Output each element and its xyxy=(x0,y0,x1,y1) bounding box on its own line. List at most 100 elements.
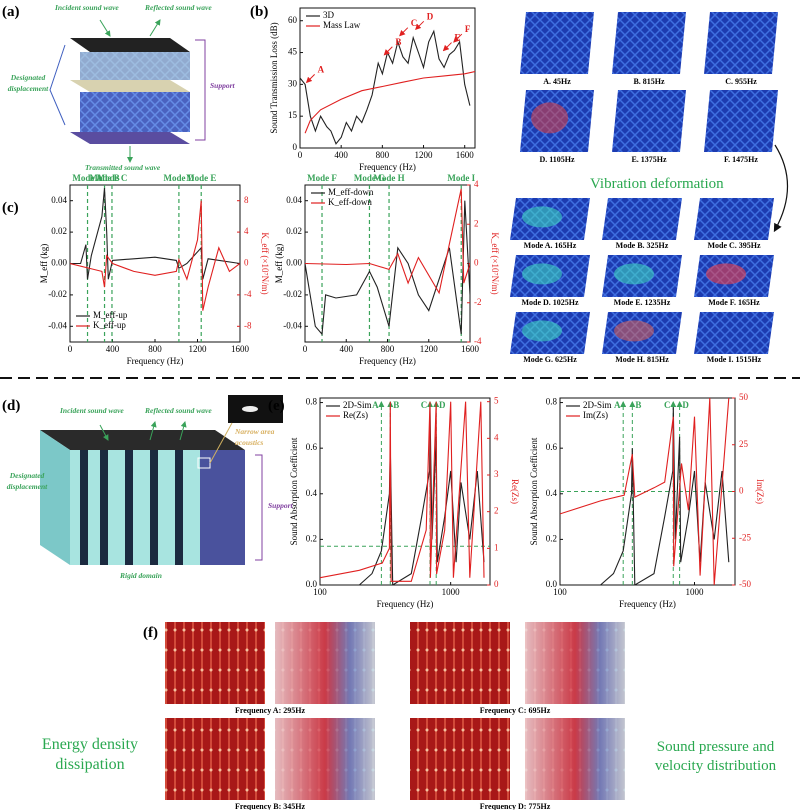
x-tick-label: 400 xyxy=(106,344,120,354)
image-bg xyxy=(410,718,510,800)
simulation-image xyxy=(612,90,686,152)
panel-label: (d) xyxy=(2,398,21,414)
y2-tick-label: -25 xyxy=(739,532,751,542)
y-tick-label: 15 xyxy=(288,110,298,120)
image-caption: Frequency C: 695Hz xyxy=(479,706,551,715)
y-tick-label: 0.4 xyxy=(546,488,558,498)
annotation: Support xyxy=(210,81,235,90)
image-caption: Frequency A: 295Hz xyxy=(234,706,306,715)
annotation-label: D xyxy=(427,11,434,21)
marker-label: C xyxy=(664,400,671,410)
series-group xyxy=(305,188,470,336)
y2-tick-label: 4 xyxy=(494,432,499,442)
legend-label: 2D-Sim xyxy=(343,400,372,410)
panel-label: (b) xyxy=(250,4,269,20)
legend-label: K_eff-down xyxy=(328,197,372,207)
series-line xyxy=(560,398,730,585)
series-line xyxy=(70,188,240,280)
image-caption: Frequency D: 775Hz xyxy=(479,802,551,810)
annotation-label: C xyxy=(411,18,418,28)
panel-label: (f) xyxy=(143,625,158,641)
image-caption: Mode F. 165Hz xyxy=(708,298,760,307)
y-axis-label: Sound Absorption Coefficient xyxy=(289,437,299,545)
mode-label: Mode D xyxy=(164,173,195,183)
y-tick-label: 45 xyxy=(288,47,298,57)
panel-label: (c) xyxy=(2,200,19,216)
image-bg xyxy=(165,718,265,800)
y-tick-label: 0.0 xyxy=(306,579,318,589)
series-line xyxy=(305,200,470,336)
x-axis-label: Frequency (Hz) xyxy=(127,356,184,366)
x-tick-label: 1600 xyxy=(231,344,250,354)
image-caption: Mode B. 325Hz xyxy=(615,241,669,250)
lattice-stack xyxy=(49,19,206,163)
y-tick-label: 0.8 xyxy=(306,397,318,407)
legend-label: Mass Law xyxy=(323,20,361,30)
series-line xyxy=(305,188,470,295)
series-group xyxy=(560,398,730,585)
y2-tick-label: 0 xyxy=(739,486,744,496)
y-axis-label: M_eff (kg) xyxy=(39,244,49,284)
simulation-image xyxy=(275,718,375,800)
image-bg xyxy=(612,12,686,74)
series-group xyxy=(320,401,485,585)
y-tick-label: 0.00 xyxy=(51,258,67,268)
x-tick-label: 1600 xyxy=(461,344,480,354)
image-caption: D. 1105Hz xyxy=(539,155,575,164)
series-group xyxy=(70,188,240,311)
simulation-image xyxy=(520,12,594,74)
marker-label: B xyxy=(635,400,641,410)
image-bg xyxy=(165,622,265,704)
y-tick-label: -0.02 xyxy=(283,289,302,299)
y-tick-label: 0.2 xyxy=(546,533,557,543)
annotation-arrow xyxy=(383,46,393,56)
image-bg xyxy=(602,198,682,240)
mode-label: Mode G xyxy=(354,173,385,183)
legend-label: K_eff-up xyxy=(93,320,126,330)
image-caption: Frequency B: 345Hz xyxy=(234,802,306,810)
image-caption: F. 1475Hz xyxy=(724,155,758,164)
image-hotspot xyxy=(614,263,654,285)
series-group xyxy=(300,29,475,145)
mode-label: Mode A xyxy=(72,173,103,183)
annotation: Vibration deformation xyxy=(590,176,724,192)
mode-label: Mode C xyxy=(97,173,128,183)
y-tick-label: -0.02 xyxy=(48,289,67,299)
annotation-label: A xyxy=(318,64,325,74)
x-tick-label: 1000 xyxy=(442,587,461,597)
x-axis-label: Frequency (Hz) xyxy=(377,599,434,609)
simulation-image xyxy=(704,12,778,74)
image-hotspot xyxy=(706,263,746,285)
mode-label: Mode F xyxy=(307,173,337,183)
x-tick-label: 100 xyxy=(313,587,327,597)
y2-tick-label: 5 xyxy=(494,396,499,406)
image-caption: Mode H. 815Hz xyxy=(615,355,669,364)
image-caption: B. 815Hz xyxy=(633,77,665,86)
y-tick-label: 0.6 xyxy=(306,442,318,452)
x-tick-label: 800 xyxy=(148,344,162,354)
y-tick-label: -0.04 xyxy=(283,320,302,330)
image-overlay xyxy=(275,622,375,704)
mode-label: Mode E xyxy=(186,173,216,183)
simulation-image xyxy=(165,622,265,704)
image-overlay xyxy=(525,622,625,704)
y-tick-label: 0.0 xyxy=(546,579,558,589)
simulation-image xyxy=(510,198,590,240)
annotation-arrow xyxy=(305,74,315,84)
x-axis-label: Frequency (Hz) xyxy=(359,356,416,366)
simulation-image xyxy=(410,718,510,800)
marker-label: D xyxy=(682,400,689,410)
y-tick-label: 0.6 xyxy=(546,442,558,452)
y-tick-label: 0.04 xyxy=(51,195,67,205)
series-line xyxy=(300,29,471,145)
x-tick-label: 1200 xyxy=(189,344,208,354)
y2-tick-label: -2 xyxy=(474,297,482,307)
narrow-block xyxy=(40,395,283,565)
curved-arrow xyxy=(773,144,789,233)
y-tick-label: 0.4 xyxy=(306,488,318,498)
annotation: Energy density dissipation xyxy=(41,736,139,773)
series-line xyxy=(358,407,485,585)
y-tick-label: 0.00 xyxy=(286,258,302,268)
y-tick-label: 0 xyxy=(293,142,298,152)
